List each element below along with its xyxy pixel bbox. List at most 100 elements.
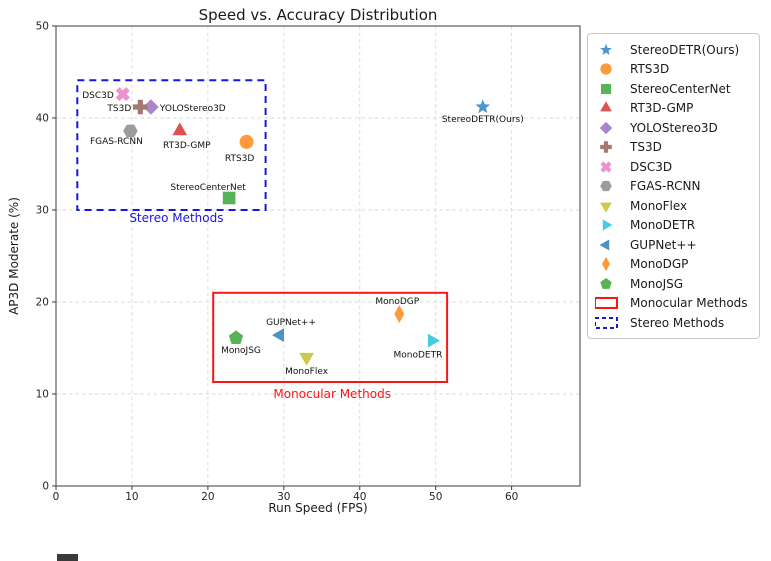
- legend-label-rt3d-gmp: RT3D-GMP: [630, 101, 694, 116]
- point-marker-gupnet: [272, 328, 284, 342]
- x-axis-label: Run Speed (FPS): [268, 501, 368, 515]
- legend-marker-rt3d-gmp: [600, 101, 612, 112]
- point-label-fgas-rcnn: FGAS-RCNN: [90, 137, 143, 147]
- legend-label-stereodetr-ours: StereoDETR(Ours): [630, 42, 740, 57]
- legend-glyph-monocular-methods: [595, 297, 618, 310]
- legend-item-stereo-methods: Stereo Methods: [588, 313, 759, 333]
- point-marker-ts3d: [133, 99, 148, 115]
- x-tick-label-20: 20: [201, 491, 214, 503]
- legend-glyph-rt3d-gmp: [600, 101, 612, 112]
- legend-label-rts3d: RTS3D: [630, 62, 670, 77]
- legend-item-stereocenternet: StereoCenterNet: [588, 79, 759, 99]
- legend-label-stereo-methods: Stereo Methods: [630, 315, 725, 330]
- legend-item-fgas-rcnn: FGAS-RCNN: [588, 177, 759, 197]
- point-marker-dsc3d: [115, 87, 130, 102]
- point-label-monojsg: MonoJSG: [221, 346, 261, 356]
- legend-glyph-monodetr: [602, 219, 613, 231]
- legend-label-ts3d: TS3D: [630, 140, 662, 155]
- point-label-yolostereo3d: YOLOStereo3D: [159, 104, 226, 114]
- legend-marker-rts3d: [600, 63, 612, 75]
- legend-glyph-stereodetr-ours: [600, 43, 612, 55]
- legend: StereoDETR(Ours) RTS3D StereoCenterNet RT3D…: [587, 33, 760, 339]
- legend-label-monodgp: MonoDGP: [630, 257, 689, 272]
- legend-label-stereocenternet: StereoCenterNet: [630, 81, 731, 96]
- legend-marker-monoflex: [600, 202, 612, 213]
- scatter-plot: Monocular Methods Stereo Methods StereoDET…: [36, 21, 581, 503]
- legend-glyph-rts3d: [600, 63, 612, 75]
- point-label-gupnet: GUPNet++: [266, 318, 316, 328]
- legend-marker-monodetr: [602, 219, 613, 231]
- point-label-rts3d: RTS3D: [225, 154, 255, 164]
- point-label-monoflex: MonoFlex: [285, 367, 329, 377]
- legend-item-dsc3d: DSC3D: [588, 157, 759, 177]
- point-marker-monojsg: [228, 330, 244, 344]
- chart-title: Speed vs. Accuracy Distribution: [198, 6, 438, 24]
- plot-border: [55, 25, 581, 487]
- legend-label-monocular-methods: Monocular Methods: [630, 296, 748, 311]
- legend-item-monoflex: MonoFlex: [588, 196, 759, 216]
- legend-marker-monocular-methods: [595, 297, 618, 310]
- legend-glyph-yolostereo3d: [599, 121, 613, 134]
- x-tick-label-40: 40: [353, 491, 366, 503]
- point-marker-rt3d-gmp: [172, 122, 188, 136]
- point-label-monodgp: MonoDGP: [375, 297, 419, 307]
- legend-glyph-monodgp: [602, 257, 610, 272]
- legend-label-monojsg: MonoJSG: [630, 276, 684, 291]
- group-label-stereo-methods: Stereo Methods: [129, 211, 223, 225]
- legend-glyph-monoflex: [600, 202, 612, 213]
- legend-glyph-monojsg: [600, 277, 612, 289]
- cropped-ui-artifact: [57, 554, 78, 561]
- point-label-ts3d: TS3D: [106, 104, 131, 114]
- gridlines: [56, 25, 580, 486]
- legend-item-rts3d: RTS3D: [588, 60, 759, 80]
- legend-marker-stereodetr-ours: [600, 43, 612, 55]
- legend-item-yolostereo3d: YOLOStereo3D: [588, 118, 759, 138]
- legend-glyph-ts3d: [600, 141, 612, 154]
- y-tick-label-50: 50: [36, 21, 49, 33]
- legend-item-stereodetr-ours: StereoDETR(Ours): [588, 40, 759, 60]
- legend-label-gupnet: GUPNet++: [630, 237, 697, 252]
- point-marker-rts3d: [239, 134, 254, 149]
- legend-item-ts3d: TS3D: [588, 138, 759, 158]
- y-tick-label-40: 40: [36, 113, 49, 125]
- legend-label-fgas-rcnn: FGAS-RCNN: [630, 179, 701, 194]
- y-tick-label-30: 30: [36, 205, 49, 217]
- y-tick-label-10: 10: [36, 389, 49, 401]
- x-tick-label-60: 60: [505, 491, 518, 503]
- group-label-monocular-methods: Monocular Methods: [273, 387, 391, 401]
- legend-item-monodetr: MonoDETR: [588, 216, 759, 236]
- legend-glyph-stereocenternet: [601, 83, 612, 94]
- legend-item-rt3d-gmp: RT3D-GMP: [588, 99, 759, 119]
- legend-marker-dsc3d: [600, 161, 612, 173]
- point-marker-monoflex: [299, 352, 314, 366]
- x-tick-label-0: 0: [53, 491, 60, 503]
- point-label-stereodetr-ours: StereoDETR(Ours): [442, 115, 524, 125]
- legend-glyph-gupnet: [599, 239, 610, 251]
- group-box-stereo-methods: [76, 79, 267, 211]
- point-label-stereocenternet: StereoCenterNet: [170, 183, 246, 193]
- legend-label-dsc3d: DSC3D: [630, 159, 673, 174]
- point-marker-stereocenternet: [222, 191, 236, 205]
- x-tick-label-10: 10: [125, 491, 138, 503]
- point-label-dsc3d: DSC3D: [82, 91, 114, 101]
- point-marker-monodgp: [394, 305, 405, 323]
- y-axis-label: AP3D Moderate (%): [7, 197, 21, 315]
- x-tick-label-30: 30: [277, 491, 290, 503]
- y-tick-label-0: 0: [42, 481, 49, 493]
- legend-glyph-stereo-methods: [595, 316, 618, 329]
- legend-label-monoflex: MonoFlex: [630, 198, 688, 213]
- point-marker-fgas-rcnn: [123, 124, 138, 138]
- legend-marker-monodgp: [602, 257, 610, 272]
- legend-item-monodgp: MonoDGP: [588, 255, 759, 275]
- legend-marker-stereo-methods: [595, 316, 618, 329]
- legend-item-monojsg: MonoJSG: [588, 274, 759, 294]
- legend-marker-gupnet: [599, 239, 610, 251]
- point-label-rt3d-gmp: RT3D-GMP: [163, 141, 211, 151]
- point-marker-yolostereo3d: [143, 99, 159, 115]
- legend-marker-stereocenternet: [601, 83, 612, 94]
- legend-item-monocular-methods: Monocular Methods: [588, 294, 759, 314]
- point-marker-stereodetr-ours: [475, 99, 491, 114]
- legend-glyph-fgas-rcnn: [600, 181, 612, 192]
- point-label-monodetr: MonoDETR: [393, 351, 442, 361]
